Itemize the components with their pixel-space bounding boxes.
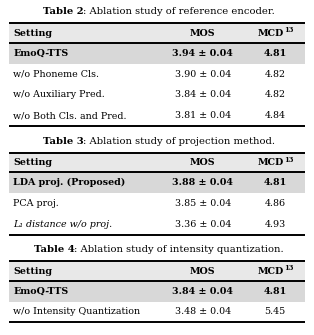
Text: 4.81: 4.81 bbox=[263, 49, 287, 58]
Text: : Ablation study of projection method.: : Ablation study of projection method. bbox=[83, 137, 275, 146]
Text: 13: 13 bbox=[284, 264, 294, 272]
Text: 3.48 ± 0.04: 3.48 ± 0.04 bbox=[175, 308, 231, 316]
Text: 3.81 ± 0.04: 3.81 ± 0.04 bbox=[175, 111, 231, 120]
Text: Table 2: Table 2 bbox=[43, 7, 83, 16]
Text: 13: 13 bbox=[284, 156, 294, 164]
Text: EmoQ-TTS: EmoQ-TTS bbox=[13, 49, 68, 58]
Text: w/o Auxiliary Pred.: w/o Auxiliary Pred. bbox=[13, 90, 105, 99]
Text: Table 3: Table 3 bbox=[42, 137, 83, 146]
Bar bbox=[9, 261, 305, 281]
Text: : Ablation study of intensity quantization.: : Ablation study of intensity quantizati… bbox=[74, 245, 284, 254]
Text: 4.82: 4.82 bbox=[265, 90, 285, 99]
Text: MOS: MOS bbox=[190, 29, 216, 38]
Text: 4.81: 4.81 bbox=[263, 178, 287, 187]
Text: 3.90 ± 0.04: 3.90 ± 0.04 bbox=[175, 70, 231, 78]
Text: 4.82: 4.82 bbox=[265, 70, 285, 78]
Text: : Ablation study of reference encoder.: : Ablation study of reference encoder. bbox=[83, 7, 275, 16]
Text: 3.88 ± 0.04: 3.88 ± 0.04 bbox=[172, 178, 233, 187]
Text: Setting: Setting bbox=[13, 29, 52, 38]
Text: MCD: MCD bbox=[258, 29, 284, 38]
Text: MOS: MOS bbox=[190, 267, 216, 275]
Text: 4.81: 4.81 bbox=[263, 287, 287, 295]
Text: 4.86: 4.86 bbox=[264, 199, 286, 208]
Text: MCD: MCD bbox=[258, 158, 284, 167]
Text: 3.84 ± 0.04: 3.84 ± 0.04 bbox=[172, 287, 233, 295]
Text: MOS: MOS bbox=[190, 158, 216, 167]
Text: L₁ distance w/o proj.: L₁ distance w/o proj. bbox=[13, 220, 112, 228]
Text: w/o Phoneme Cls.: w/o Phoneme Cls. bbox=[13, 70, 99, 78]
Text: Table 4: Table 4 bbox=[34, 245, 74, 254]
Bar bbox=[9, 153, 305, 172]
Bar bbox=[9, 172, 305, 193]
Text: w/o Both Cls. and Pred.: w/o Both Cls. and Pred. bbox=[13, 111, 127, 120]
Bar bbox=[9, 281, 305, 302]
Text: Setting: Setting bbox=[13, 267, 52, 275]
Text: LDA proj. (Proposed): LDA proj. (Proposed) bbox=[13, 178, 125, 187]
Text: w/o Intensity Quantization: w/o Intensity Quantization bbox=[13, 308, 140, 316]
Text: 3.84 ± 0.04: 3.84 ± 0.04 bbox=[175, 90, 231, 99]
Text: PCA proj.: PCA proj. bbox=[13, 199, 59, 208]
Text: EmoQ-TTS: EmoQ-TTS bbox=[13, 287, 68, 295]
Bar bbox=[9, 43, 305, 64]
Text: 3.85 ± 0.04: 3.85 ± 0.04 bbox=[175, 199, 231, 208]
Bar bbox=[9, 23, 305, 43]
Text: 5.45: 5.45 bbox=[264, 308, 286, 316]
Text: MCD: MCD bbox=[258, 267, 284, 275]
Text: 4.84: 4.84 bbox=[265, 111, 285, 120]
Text: 4.93: 4.93 bbox=[264, 220, 286, 228]
Text: 3.36 ± 0.04: 3.36 ± 0.04 bbox=[175, 220, 231, 228]
Text: 3.94 ± 0.04: 3.94 ± 0.04 bbox=[172, 49, 233, 58]
Text: 13: 13 bbox=[284, 26, 294, 35]
Text: Setting: Setting bbox=[13, 158, 52, 167]
